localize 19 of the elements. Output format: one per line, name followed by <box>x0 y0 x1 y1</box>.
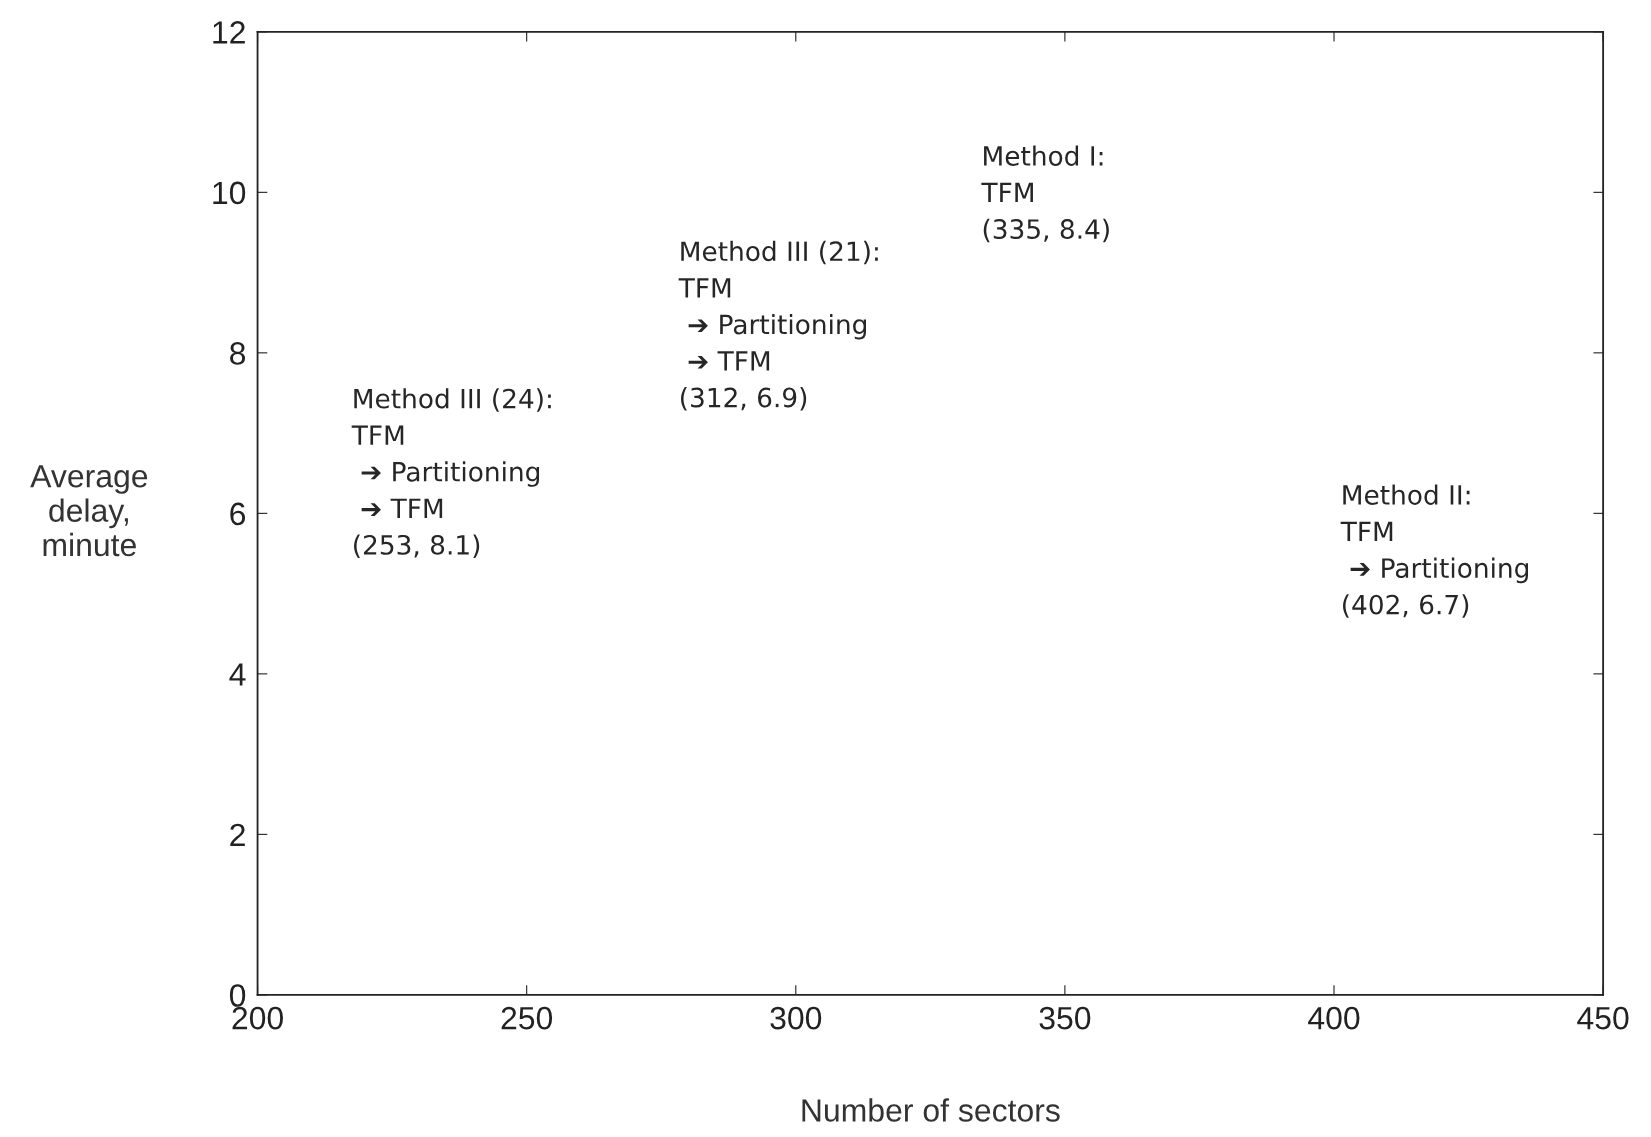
annotation: Method I: TFM (335, 8.4) <box>981 145 1109 243</box>
x-tick-label: 300 <box>770 1006 822 1030</box>
y-tick-label: 0 <box>229 984 246 1007</box>
x-tick-label: 450 <box>1577 1006 1629 1030</box>
y-tick-label: 2 <box>230 823 245 846</box>
y-tick-label: 4 <box>229 663 246 686</box>
x-tick-label: 400 <box>1308 1006 1360 1030</box>
y-axis-title: Average delay, minute <box>30 465 148 557</box>
annotation: Method III (21): TFM ➔ Partitioning ➔ TFM (312, 6.9) <box>678 240 878 411</box>
annotation: Method II: TFM ➔ Partitioning (402, 6.7) <box>1340 484 1529 618</box>
y-tick-label: 10 <box>213 181 246 205</box>
x-tick-label: 250 <box>501 1006 553 1030</box>
y-tick-label: 6 <box>230 502 246 526</box>
x-tick-label: 350 <box>1039 1006 1091 1030</box>
y-tick-label: 8 <box>230 342 246 365</box>
y-tick-label: 12 <box>213 21 245 44</box>
x-axis-title: Number of sectors <box>802 1098 1060 1122</box>
x-tick-label: 200 <box>232 1006 283 1030</box>
annotation: Method III (24): TFM ➔ Partitioning ➔ TFM (253, 8.1) <box>351 388 551 558</box>
